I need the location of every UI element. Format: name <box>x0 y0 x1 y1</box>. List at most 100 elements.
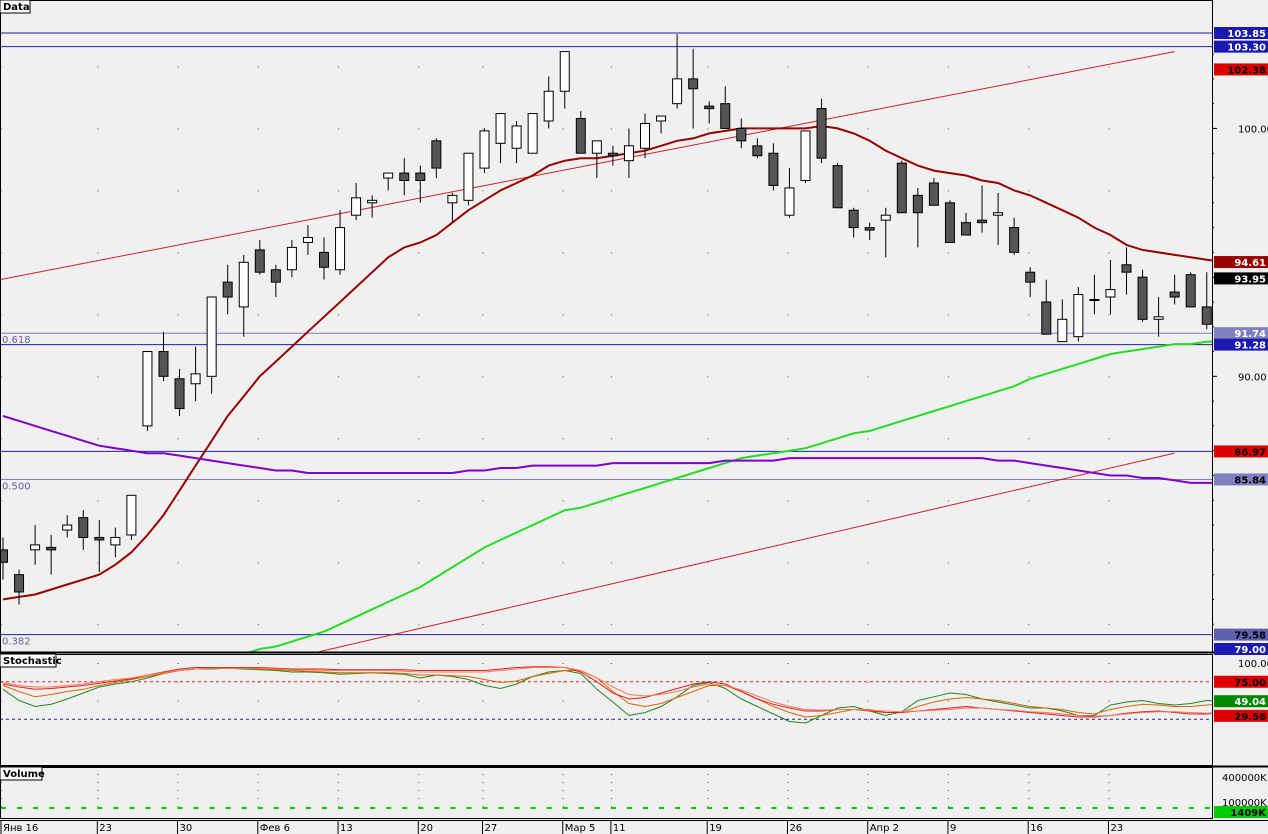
volume-bar[interactable] <box>755 807 761 809</box>
volume-bar[interactable] <box>947 807 953 809</box>
volume-bar[interactable] <box>1172 807 1178 809</box>
candle[interactable] <box>543 76 554 129</box>
tag-hline-91-74[interactable]: 91.74 <box>1214 327 1268 340</box>
volume-bar[interactable] <box>899 807 905 809</box>
long-ma-line[interactable] <box>3 340 1223 687</box>
candle[interactable] <box>238 254 249 337</box>
stochastic-panel[interactable] <box>0 666 1223 724</box>
volume-bar[interactable] <box>482 807 488 809</box>
tag-hline-91-28[interactable]: 91.28 <box>1214 338 1268 352</box>
stoch-level-75-tag[interactable]: 75.00 <box>1214 675 1268 689</box>
candle[interactable] <box>46 534 57 575</box>
volume-bar[interactable] <box>402 807 408 809</box>
volume-bar[interactable] <box>594 807 600 809</box>
candle[interactable] <box>158 331 169 382</box>
candle[interactable] <box>768 143 779 191</box>
candle[interactable] <box>1089 274 1100 315</box>
candle[interactable] <box>575 111 586 154</box>
candle[interactable] <box>302 225 313 255</box>
volume-bar[interactable] <box>1124 807 1130 809</box>
volume-bar[interactable] <box>610 807 616 809</box>
candle[interactable] <box>623 128 634 179</box>
candle[interactable] <box>720 86 731 129</box>
volume-bar[interactable] <box>643 807 648 809</box>
candle[interactable] <box>495 113 506 164</box>
volume-bar[interactable] <box>386 807 392 809</box>
volume-bar[interactable] <box>1140 807 1146 809</box>
candle[interactable] <box>832 163 843 209</box>
candle[interactable] <box>816 98 827 164</box>
volume-bar[interactable] <box>787 807 793 809</box>
volume-bar[interactable] <box>81 807 87 809</box>
candle[interactable] <box>961 212 971 236</box>
candle[interactable] <box>142 351 153 431</box>
volume-bar[interactable] <box>1012 807 1018 809</box>
candle[interactable] <box>174 368 185 416</box>
candle[interactable] <box>447 192 458 223</box>
volume-bar[interactable] <box>209 807 215 809</box>
d-slow-line[interactable] <box>2 667 1223 717</box>
volume-bar[interactable] <box>1108 807 1114 809</box>
volume-bar[interactable] <box>771 807 777 809</box>
volume-bar[interactable] <box>49 807 55 809</box>
candle[interactable] <box>222 264 233 315</box>
candle[interactable] <box>0 537 8 580</box>
volume-bar[interactable] <box>129 807 135 809</box>
candle[interactable] <box>656 115 667 134</box>
candle[interactable] <box>1105 259 1116 315</box>
tag-93-95[interactable]: 93.95 <box>1214 272 1268 285</box>
volume-bar[interactable] <box>691 807 697 809</box>
volume-bar[interactable] <box>257 807 263 809</box>
volume-bar[interactable] <box>1188 807 1194 809</box>
candle[interactable] <box>1185 272 1196 308</box>
volume-bar[interactable] <box>241 807 247 809</box>
tag-86-97[interactable]: 86.97 <box>1214 445 1268 458</box>
volume-bar[interactable] <box>1028 807 1034 809</box>
volume-bar[interactable] <box>193 807 199 809</box>
tag-hline-85-84[interactable]: 85.84 <box>1214 473 1268 486</box>
tag-hline-79-58[interactable]: 79.58 <box>1214 628 1268 642</box>
volume-bar[interactable] <box>546 807 552 809</box>
volume-bar[interactable] <box>466 807 472 809</box>
volume-bar[interactable] <box>867 807 873 809</box>
volume-bar[interactable] <box>225 807 231 809</box>
candle[interactable] <box>1121 247 1132 295</box>
tag-102-38[interactable]: 102.38 <box>1214 63 1268 76</box>
candle[interactable] <box>880 207 891 258</box>
volume-bar[interactable] <box>562 807 568 809</box>
volume-bar[interactable] <box>17 807 23 809</box>
volume-bar[interactable] <box>530 807 536 809</box>
lower-channel-trendline[interactable] <box>0 452 1175 726</box>
candle[interactable] <box>1169 274 1180 305</box>
stoch-tag-29[interactable]: 29.56 <box>1214 709 1268 723</box>
volume-bar[interactable] <box>145 807 151 809</box>
volume-bar[interactable] <box>1060 807 1066 809</box>
candle[interactable] <box>527 113 538 154</box>
candle[interactable] <box>415 165 426 203</box>
candle[interactable] <box>752 138 763 159</box>
volume-bar[interactable] <box>498 807 504 809</box>
volume-bar[interactable] <box>338 807 344 809</box>
volume-bar[interactable] <box>883 807 889 809</box>
candle[interactable] <box>14 569 25 605</box>
purple-ma-line[interactable] <box>2 415 1223 484</box>
volume-bar[interactable] <box>723 807 729 809</box>
candle[interactable] <box>270 264 281 297</box>
candle[interactable] <box>1073 287 1084 342</box>
volume-bar[interactable] <box>803 807 809 809</box>
volume-bar[interactable] <box>819 807 825 809</box>
candle[interactable] <box>254 239 265 275</box>
volume-bar[interactable] <box>1076 807 1082 809</box>
candle[interactable] <box>511 121 522 164</box>
candle[interactable] <box>367 195 378 218</box>
candle[interactable] <box>672 34 683 109</box>
tag-hline-79-00[interactable]: 79.00 <box>1214 643 1268 656</box>
volume-bar[interactable] <box>273 807 279 809</box>
candle[interactable] <box>190 346 201 402</box>
volume-bar[interactable] <box>835 807 841 809</box>
candle[interactable] <box>928 178 939 206</box>
candle[interactable] <box>912 187 923 248</box>
volume-bar[interactable] <box>289 807 295 809</box>
candle[interactable] <box>431 138 442 179</box>
candle[interactable] <box>640 113 650 159</box>
